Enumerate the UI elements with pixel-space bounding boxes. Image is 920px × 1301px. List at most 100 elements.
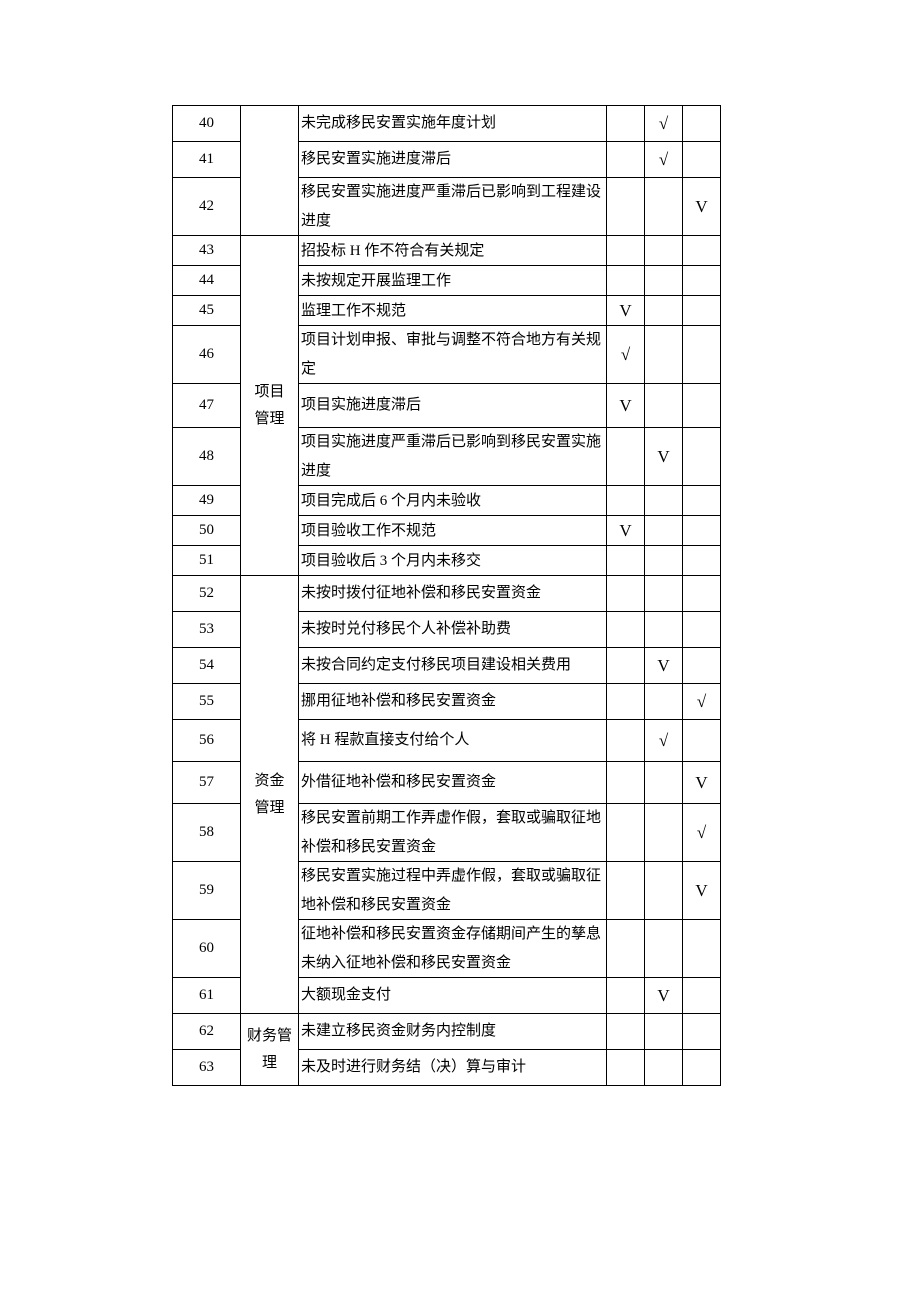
mark-col-1: V bbox=[607, 296, 645, 326]
mark-col-3 bbox=[683, 106, 721, 142]
mark-col-1: V bbox=[607, 516, 645, 546]
mark-col-3 bbox=[683, 142, 721, 178]
mark-col-2 bbox=[645, 266, 683, 296]
row-desc: 项目验收后 3 个月内未移交 bbox=[299, 546, 607, 576]
row-desc: 未建立移民资金财务内控制度 bbox=[299, 1014, 607, 1050]
mark-col-3 bbox=[683, 516, 721, 546]
mark-col-2 bbox=[645, 804, 683, 862]
row-number: 48 bbox=[173, 428, 241, 486]
mark-col-3 bbox=[683, 326, 721, 384]
mark-col-2 bbox=[645, 762, 683, 804]
category-label-line2: 管理 bbox=[254, 406, 284, 433]
row-number: 47 bbox=[173, 384, 241, 428]
row-number: 51 bbox=[173, 546, 241, 576]
row-desc: 项目实施进度滞后 bbox=[299, 384, 607, 428]
category-cell-finance: 财务管理 bbox=[241, 1014, 299, 1086]
mark-col-1 bbox=[607, 648, 645, 684]
mark-col-1 bbox=[607, 266, 645, 296]
mark-col-3 bbox=[683, 920, 721, 978]
mark-col-1 bbox=[607, 1050, 645, 1086]
mark-col-1 bbox=[607, 236, 645, 266]
row-desc: 将 H 程款直接支付给个人 bbox=[299, 720, 607, 762]
row-number: 53 bbox=[173, 612, 241, 648]
mark-col-3 bbox=[683, 266, 721, 296]
mark-col-1 bbox=[607, 178, 645, 236]
row-desc: 未按规定开展监理工作 bbox=[299, 266, 607, 296]
row-desc: 外借征地补偿和移民安置资金 bbox=[299, 762, 607, 804]
mark-col-2 bbox=[645, 516, 683, 546]
mark-col-3 bbox=[683, 720, 721, 762]
row-desc: 项目验收工作不规范 bbox=[299, 516, 607, 546]
row-desc: 移民安置前期工作弄虚作假，套取或骗取征地补偿和移民安置资金 bbox=[299, 804, 607, 862]
mark-col-1 bbox=[607, 920, 645, 978]
row-desc: 项目实施进度严重滞后已影响到移民安置实施进度 bbox=[299, 428, 607, 486]
row-desc: 未按时兑付移民个人补偿补助费 bbox=[299, 612, 607, 648]
mark-col-1 bbox=[607, 612, 645, 648]
row-desc: 监理工作不规范 bbox=[299, 296, 607, 326]
row-desc: 未及时进行财务结（决）算与审计 bbox=[299, 1050, 607, 1086]
mark-col-3 bbox=[683, 486, 721, 516]
category-cell-project: 项目 管理 bbox=[241, 236, 299, 576]
mark-col-2: V bbox=[645, 978, 683, 1014]
mark-col-3 bbox=[683, 236, 721, 266]
mark-col-1 bbox=[607, 684, 645, 720]
mark-col-1 bbox=[607, 546, 645, 576]
mark-col-1 bbox=[607, 1014, 645, 1050]
mark-col-2 bbox=[645, 384, 683, 428]
category-cell-fund: 资金 管理 bbox=[241, 576, 299, 1014]
category-cell bbox=[241, 106, 299, 236]
row-desc: 未按合同约定支付移民项目建设相关费用 bbox=[299, 648, 607, 684]
row-desc: 项目计划申报、审批与调整不符合地方有关规定 bbox=[299, 326, 607, 384]
mark-col-2 bbox=[645, 546, 683, 576]
row-desc: 挪用征地补偿和移民安置资金 bbox=[299, 684, 607, 720]
mark-col-2: √ bbox=[645, 720, 683, 762]
row-number: 58 bbox=[173, 804, 241, 862]
mark-col-1 bbox=[607, 576, 645, 612]
row-number: 52 bbox=[173, 576, 241, 612]
mark-col-1 bbox=[607, 720, 645, 762]
row-desc: 未按时拨付征地补偿和移民安置资金 bbox=[299, 576, 607, 612]
row-number: 55 bbox=[173, 684, 241, 720]
mark-col-2 bbox=[645, 684, 683, 720]
table-row: 43 项目 管理 招投标 H 作不符合有关规定 bbox=[173, 236, 721, 266]
mark-col-2: V bbox=[645, 428, 683, 486]
mark-col-2: V bbox=[645, 648, 683, 684]
mark-col-2 bbox=[645, 296, 683, 326]
mark-col-3: V bbox=[683, 762, 721, 804]
row-number: 60 bbox=[173, 920, 241, 978]
mark-col-1 bbox=[607, 142, 645, 178]
mark-col-3: V bbox=[683, 178, 721, 236]
items-table: 40 未完成移民安置实施年度计划 √ 41 移民安置实施进度滞后 √ 42 移民… bbox=[172, 105, 721, 1086]
mark-col-3 bbox=[683, 296, 721, 326]
mark-col-1 bbox=[607, 978, 645, 1014]
row-desc: 招投标 H 作不符合有关规定 bbox=[299, 236, 607, 266]
mark-col-3 bbox=[683, 384, 721, 428]
row-number: 57 bbox=[173, 762, 241, 804]
mark-col-1 bbox=[607, 106, 645, 142]
mark-col-2 bbox=[645, 236, 683, 266]
row-number: 61 bbox=[173, 978, 241, 1014]
row-number: 54 bbox=[173, 648, 241, 684]
mark-col-3: V bbox=[683, 862, 721, 920]
row-desc: 征地补偿和移民安置资金存储期间产生的孳息未纳入征地补偿和移民安置资金 bbox=[299, 920, 607, 978]
table-row: 52 资金 管理 未按时拨付征地补偿和移民安置资金 bbox=[173, 576, 721, 612]
row-number: 62 bbox=[173, 1014, 241, 1050]
mark-col-2 bbox=[645, 920, 683, 978]
row-number: 44 bbox=[173, 266, 241, 296]
mark-col-3: √ bbox=[683, 804, 721, 862]
row-number: 43 bbox=[173, 236, 241, 266]
mark-col-2 bbox=[645, 862, 683, 920]
category-label-line1: 项目 bbox=[254, 379, 284, 406]
mark-col-2 bbox=[645, 178, 683, 236]
mark-col-2 bbox=[645, 1014, 683, 1050]
mark-col-1 bbox=[607, 428, 645, 486]
row-desc: 未完成移民安置实施年度计划 bbox=[299, 106, 607, 142]
mark-col-2: √ bbox=[645, 106, 683, 142]
mark-col-1 bbox=[607, 486, 645, 516]
mark-col-1 bbox=[607, 804, 645, 862]
mark-col-2 bbox=[645, 576, 683, 612]
mark-col-1 bbox=[607, 762, 645, 804]
row-number: 41 bbox=[173, 142, 241, 178]
row-desc: 大额现金支付 bbox=[299, 978, 607, 1014]
mark-col-3 bbox=[683, 428, 721, 486]
